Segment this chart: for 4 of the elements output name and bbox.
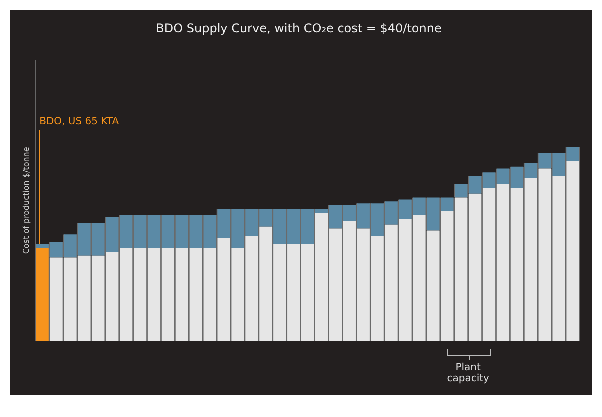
y-axis-title: Cost of production $/tonne xyxy=(22,147,31,254)
text: BDO, US 65 KTA xyxy=(40,116,120,128)
text: Plant capacity xyxy=(447,362,490,385)
chart-title: BDO Supply Curve, with CO₂e cost = $40/tonne xyxy=(156,21,442,36)
